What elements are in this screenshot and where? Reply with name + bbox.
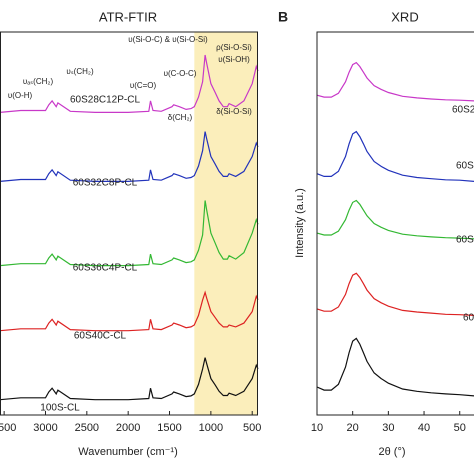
x-tick-label: 30 xyxy=(382,422,394,434)
chart-title: XRD xyxy=(391,9,418,24)
series-label: 60S40C-CL xyxy=(74,331,127,342)
y-axis-label: Intensity (a.u.) xyxy=(294,188,306,258)
annotation: δ(CH₂) xyxy=(168,113,193,122)
annotation: υ(O-H) xyxy=(8,91,33,100)
series-label: 60S xyxy=(456,161,474,172)
series-label: 60S32C8P-CL xyxy=(73,178,138,189)
series-line xyxy=(316,199,474,240)
x-tick-label: 500 xyxy=(243,422,261,434)
panel-label: B xyxy=(278,9,288,25)
series-line xyxy=(316,61,474,102)
plot-frame xyxy=(316,31,474,416)
x-tick-label: 40 xyxy=(418,422,430,434)
x-tick-label: 1500 xyxy=(157,422,181,434)
annotation: υ(Si-OH) xyxy=(218,55,250,64)
series-line xyxy=(0,357,259,401)
x-axis-label: 2θ (°) xyxy=(378,446,405,458)
series-line xyxy=(316,272,474,316)
annotation: υ(Si-O-C) & υ(Si-O-Si) xyxy=(128,35,208,44)
x-tick-label: 2500 xyxy=(75,422,99,434)
series-line xyxy=(316,130,474,182)
annotation: υ(C=O) xyxy=(130,81,157,90)
annotation: υ(C-O-C) xyxy=(164,69,197,78)
series-label: 60S36C4P-CL xyxy=(73,263,138,274)
x-tick-label: 1000 xyxy=(199,422,223,434)
annotation: δ(Si-O-Si) xyxy=(216,107,252,116)
series-label: 60S2 xyxy=(452,105,474,116)
x-tick-label: 3500 xyxy=(0,422,16,434)
series-line xyxy=(316,337,474,397)
series-line xyxy=(0,200,259,267)
series-label: 60S xyxy=(456,235,474,246)
x-tick-label: 10 xyxy=(311,422,323,434)
annotation: υₐₛ(CH₂) xyxy=(23,77,54,86)
x-tick-label: 50 xyxy=(454,422,466,434)
annotation: ρ(Si-O-Si) xyxy=(216,43,252,52)
x-tick-label: 2000 xyxy=(116,422,140,434)
series-line xyxy=(0,131,259,182)
series-label: 60 xyxy=(463,313,474,324)
series-line xyxy=(0,290,259,332)
annotation: υₛ(CH₂) xyxy=(66,67,94,76)
series-line xyxy=(0,54,259,113)
x-axis-label: Wavenumber (cm⁻¹) xyxy=(78,446,178,458)
x-tick-label: 20 xyxy=(347,422,359,434)
chart-title: ATR-FTIR xyxy=(99,9,157,24)
highlight-region xyxy=(194,32,258,415)
series-label: 100S-CL xyxy=(40,403,80,414)
series-label: 60S28C12P-CL xyxy=(70,95,140,106)
plot-frame xyxy=(0,31,258,416)
x-tick-label: 3000 xyxy=(33,422,57,434)
